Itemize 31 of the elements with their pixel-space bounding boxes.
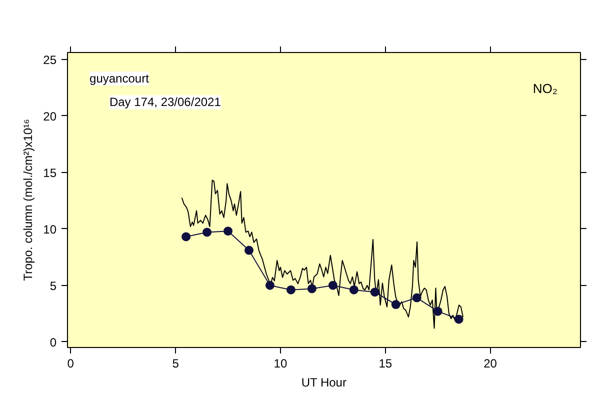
point bbox=[454, 314, 464, 324]
y-tick-label: 15 bbox=[43, 166, 57, 180]
x-tick-label: 0 bbox=[67, 356, 74, 370]
line-series bbox=[181, 180, 464, 329]
y-tick-label: 0 bbox=[50, 335, 57, 350]
point bbox=[202, 228, 212, 237]
annotation: NO₂ bbox=[532, 81, 558, 96]
x-tick-label: 15 bbox=[378, 356, 392, 370]
x-tick-label: 20 bbox=[484, 356, 498, 370]
point bbox=[286, 285, 296, 294]
point bbox=[328, 280, 338, 290]
point bbox=[349, 285, 358, 294]
annotation: guyancourt bbox=[90, 71, 150, 86]
point bbox=[433, 306, 442, 316]
y-tick-label: 20 bbox=[43, 109, 57, 124]
point bbox=[182, 232, 191, 242]
y-tick-label: 5 bbox=[50, 278, 57, 293]
y-axis-title: Tropo. column (mol./cm²)x10¹⁶ bbox=[21, 119, 36, 281]
x-tick-label: 5 bbox=[172, 356, 180, 370]
point bbox=[412, 293, 422, 302]
point bbox=[370, 288, 380, 297]
point bbox=[391, 300, 400, 310]
point bbox=[244, 246, 254, 255]
y-tick-label: 10 bbox=[43, 222, 57, 236]
x-axis-title: UT Hour bbox=[301, 376, 346, 390]
point bbox=[265, 280, 274, 290]
point bbox=[307, 284, 316, 294]
point bbox=[224, 226, 233, 236]
y-tick-label: 25 bbox=[43, 52, 57, 67]
x-tick-label: 10 bbox=[274, 356, 288, 370]
annotation: Day 174, 23/06/2021 bbox=[109, 95, 222, 110]
